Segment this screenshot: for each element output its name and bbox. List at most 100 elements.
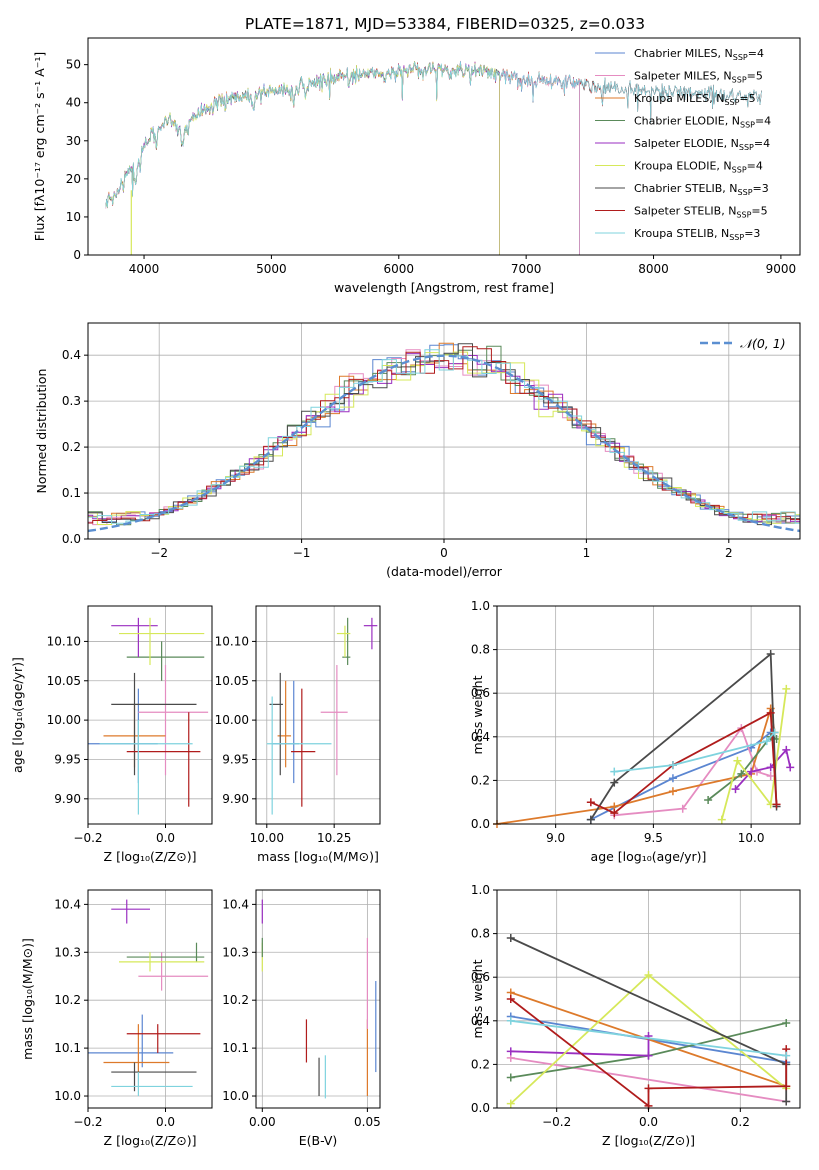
mass-weight-marker — [506, 1099, 515, 1108]
mass-weight-series — [506, 1016, 791, 1060]
x-tick-label: 10.00 — [250, 831, 284, 845]
y-tick-label: 10.1 — [54, 1041, 81, 1055]
legend-subscript: SSP — [739, 143, 754, 152]
error-bar-point — [126, 942, 205, 962]
x-axis-label: Z [log₁₀(Z/Z⊙)] — [104, 1133, 197, 1148]
mass-weight-marker — [782, 1051, 791, 1060]
y-axis-label: mass [log₁₀(M/M⊙)] — [20, 938, 35, 1060]
plot-area-age_vs_mass — [266, 617, 378, 815]
legend-label: Kroupa STELIB, NSSP=3 — [634, 227, 760, 242]
axes-frame — [87, 605, 213, 825]
x-tick-label: 4000 — [129, 262, 160, 276]
x-axis-label: wavelength [Angstrom, rest frame] — [334, 280, 554, 295]
x-axis-label: Z [log₁₀(Z/Z⊙)] — [104, 849, 197, 864]
x-tick-label: 10.0 — [738, 831, 765, 845]
legend-subscript: SSP — [732, 76, 747, 85]
y-tick-label: 0.2 — [471, 773, 490, 787]
y-tick-label: 10.2 — [54, 993, 81, 1007]
mass-weight-marker — [704, 796, 713, 805]
legend-label: Kroupa ELODIE, NSSP=4 — [634, 160, 763, 175]
y-tick-label: 10.10 — [215, 634, 249, 648]
y-tick-label: 10.1 — [222, 1041, 249, 1055]
error-bar-point — [111, 672, 197, 776]
y-tick-label: 20 — [66, 172, 81, 186]
y-tick-label: 0.4 — [471, 730, 490, 744]
y-tick-label: 9.90 — [222, 792, 249, 806]
x-tick-label: −0.2 — [542, 1115, 571, 1129]
error-bar-point — [126, 1024, 201, 1053]
x-tick-label: −2 — [150, 546, 168, 560]
mass-weight-marker — [678, 804, 687, 813]
x-tick-label: 0.05 — [354, 1115, 381, 1129]
legend-label: Salpeter STELIB, NSSP=5 — [634, 205, 768, 220]
histogram-step — [88, 349, 800, 524]
spectrum-line — [105, 62, 580, 255]
panel-mass_vs_Z: −0.2 0.0 10.0 10.1 10.2 10.3 10.4 Z [log₁₀(Z/Z⊙… — [20, 889, 213, 1148]
y-axis-label: age [log₁₀(age/yr)] — [10, 657, 25, 773]
spectrum-line — [105, 61, 500, 255]
x-tick-label: 7000 — [511, 262, 542, 276]
legend-label: Salpeter ELODIE, NSSP=4 — [634, 137, 770, 152]
y-tick-label: 10.00 — [47, 713, 81, 727]
panel-age_vs_Z: −0.2 0.0 9.90 9.95 10.00 10.05 10.10 Z [log₁₀(Z… — [10, 605, 213, 864]
y-tick-label: 10.2 — [222, 993, 249, 1007]
y-tick-label: 9.95 — [54, 752, 81, 766]
mass-weight-marker — [733, 756, 742, 765]
spectrum-line — [105, 61, 762, 208]
error-bar-point — [138, 665, 209, 776]
mass-weight-marker — [782, 684, 791, 693]
x-axis-label: (data-model)/error — [386, 564, 503, 579]
x-axis-label: E(B-V) — [299, 1133, 338, 1148]
legend-count: =5 — [747, 70, 763, 83]
y-tick-label: 10.0 — [222, 1089, 249, 1103]
x-tick-label: 0 — [440, 546, 448, 560]
mass-weight-marker — [610, 809, 619, 818]
panel-spectrum: 4000 5000 6000 7000 8000 9000 0 10 20 30 40 50 wavel… — [32, 37, 801, 295]
mass-weight-marker — [506, 1016, 515, 1025]
y-tick-label: 1.0 — [471, 599, 490, 613]
x-tick-label: −0.2 — [73, 1115, 102, 1129]
plot-area-mass_vs_ebv — [261, 899, 377, 1099]
axes-frame — [255, 889, 381, 1109]
mass-weight-marker — [506, 1073, 515, 1082]
x-tick-label: 0.2 — [731, 1115, 750, 1129]
mass-weight-marker — [610, 767, 619, 776]
x-tick-label: 5000 — [256, 262, 287, 276]
mass-weight-line — [590, 652, 778, 821]
x-tick-label: −0.2 — [73, 831, 102, 845]
error-bar-point — [119, 617, 205, 666]
y-tick-label: 10.3 — [222, 945, 249, 959]
y-tick-label: 0.4 — [62, 348, 81, 362]
normal-curve — [88, 354, 800, 533]
spectrum-line — [105, 61, 500, 255]
x-tick-label: 1 — [583, 546, 591, 560]
y-axis-label: mass weight — [470, 675, 485, 754]
legend-label: Chabrier ELODIE, NSSP=4 — [634, 115, 771, 130]
mass-weight-marker — [766, 708, 775, 717]
mass-weight-marker — [717, 815, 726, 824]
mass-weight-marker — [782, 1018, 791, 1027]
mass-weight-line — [614, 731, 776, 773]
x-tick-label: 0.0 — [156, 831, 175, 845]
x-tick-label: 6000 — [384, 262, 415, 276]
legend-label: Chabrier STELIB, NSSP=3 — [634, 182, 769, 197]
error-bar-point — [138, 952, 209, 991]
plot-area-mass_weight_vs_age — [493, 649, 795, 828]
legend-count: =3 — [744, 227, 760, 240]
x-tick-label: 9.5 — [644, 831, 663, 845]
y-tick-label: 10.10 — [47, 634, 81, 648]
axes-frame — [87, 889, 213, 1109]
error-bar-point — [126, 712, 201, 807]
mass-weight-marker — [766, 649, 775, 658]
error-bar-point — [119, 952, 205, 972]
legend-label: Salpeter MILES, NSSP=5 — [634, 70, 763, 85]
y-tick-label: 0.0 — [62, 532, 81, 546]
y-tick-label: 0.8 — [471, 927, 490, 941]
plot-area-residuals — [88, 342, 800, 533]
legend-label: Chabrier MILES, NSSP=4 — [634, 47, 764, 62]
y-tick-label: 50 — [66, 58, 81, 72]
x-tick-label: 10.25 — [317, 831, 351, 845]
legend-count: =4 — [747, 160, 763, 173]
mass-weight-marker — [668, 787, 677, 796]
